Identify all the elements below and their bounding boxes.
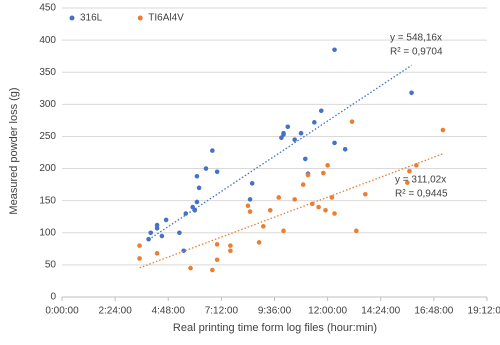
point — [292, 197, 297, 202]
point — [332, 47, 337, 53]
legend-label: TI6Al4V — [148, 13, 184, 24]
legend-marker — [69, 15, 75, 21]
y-tick-label: 450 — [39, 3, 56, 14]
x-tick-label: 19:12:00 — [468, 306, 500, 317]
trend-equation: y = 311,02x — [395, 175, 446, 186]
legend-label: 316L — [80, 13, 103, 24]
point — [332, 211, 337, 216]
point — [267, 208, 273, 213]
y-tick-label: 200 — [39, 163, 56, 174]
x-tick-label: 16:48:00 — [414, 306, 453, 317]
y-tick-label: 0 — [50, 292, 56, 303]
trend-equation: y = 548,16x — [390, 33, 442, 44]
point — [342, 146, 348, 152]
point — [249, 181, 255, 186]
x-tick-label: 12:00:00 — [308, 306, 347, 317]
point — [247, 197, 253, 202]
trendline — [139, 153, 444, 269]
x-axis-title: Real printing time form log files (hour:… — [173, 322, 377, 334]
point — [154, 225, 160, 231]
point — [303, 156, 308, 162]
x-tick-label: 2:24:00 — [98, 306, 132, 317]
point — [196, 185, 202, 191]
point — [183, 211, 189, 216]
point — [256, 240, 262, 245]
legend-marker — [137, 15, 143, 21]
point — [349, 119, 355, 124]
point — [325, 163, 330, 168]
point — [440, 127, 446, 133]
point — [210, 148, 215, 153]
point — [321, 170, 326, 176]
point — [414, 163, 419, 168]
point — [203, 166, 209, 171]
point — [177, 230, 182, 236]
point — [316, 204, 321, 210]
point — [159, 233, 165, 239]
point — [323, 208, 328, 213]
point — [163, 217, 169, 223]
point — [318, 108, 324, 114]
point — [261, 224, 266, 229]
point — [329, 195, 335, 200]
point — [363, 191, 368, 197]
point — [409, 90, 414, 96]
y-tick-label: 150 — [39, 195, 56, 206]
y-tick-label: 250 — [39, 131, 56, 142]
point — [247, 209, 253, 214]
point — [407, 168, 412, 174]
point — [309, 201, 315, 207]
point — [281, 228, 286, 234]
trendline — [148, 64, 412, 241]
point — [228, 248, 233, 254]
point — [154, 222, 160, 228]
y-tick-label: 300 — [39, 99, 56, 110]
point — [298, 130, 304, 136]
point — [210, 267, 215, 273]
point — [214, 242, 220, 247]
point — [405, 180, 410, 185]
point — [214, 257, 220, 263]
y-tick-label: 100 — [39, 227, 56, 238]
x-tick-label: 4:48:00 — [152, 306, 186, 317]
point — [181, 248, 186, 254]
y-tick-label: 350 — [39, 67, 56, 78]
point — [312, 120, 317, 125]
point — [154, 251, 160, 256]
point — [245, 203, 251, 209]
x-tick-label: 9:36:00 — [258, 306, 292, 317]
point — [300, 182, 306, 187]
point — [146, 236, 151, 242]
y-tick-label: 400 — [39, 35, 56, 46]
point — [292, 137, 297, 142]
point — [137, 256, 142, 261]
point — [192, 208, 198, 213]
point — [228, 243, 233, 248]
point — [285, 124, 291, 130]
point — [194, 173, 200, 179]
trend-r2: R² = 0,9704 — [390, 47, 443, 58]
y-tick-label: 50 — [45, 260, 57, 271]
point — [305, 172, 311, 178]
x-tick-label: 7:12:00 — [205, 306, 239, 317]
point — [276, 195, 282, 200]
point — [354, 228, 359, 234]
point — [148, 230, 154, 236]
point — [188, 265, 193, 271]
x-tick-label: 14:24:00 — [361, 306, 400, 317]
point — [214, 169, 220, 175]
point — [332, 140, 337, 146]
x-tick-label: 0:00:00 — [45, 306, 79, 317]
trend-r2: R² = 0,9445 — [395, 189, 448, 200]
point — [281, 130, 286, 136]
y-axis-title: Measured powder loss (g) — [8, 87, 20, 214]
point — [137, 243, 142, 248]
point — [194, 199, 200, 205]
